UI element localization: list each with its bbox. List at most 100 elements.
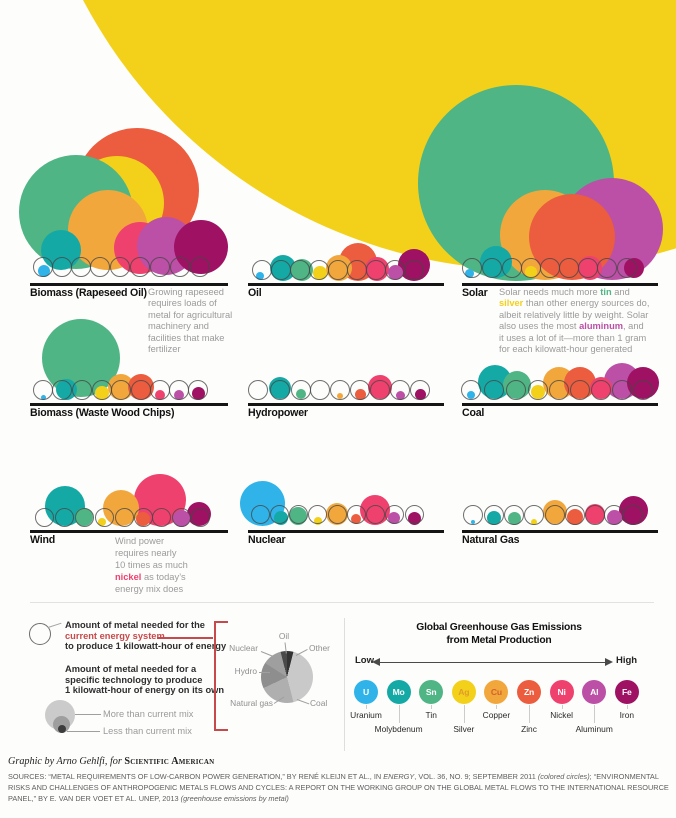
text-segment: ; “ENVIRONMENTAL RISKS AND CHALLENGES OF…	[8, 772, 669, 803]
metal-badge-aluminum: Al	[582, 680, 607, 704]
current-mix-note: Amount of metal needed for the current en…	[65, 620, 226, 652]
oil-baseline-rule	[248, 283, 444, 286]
hydro-leader-line	[259, 672, 270, 673]
nuclear-current-mix-ring-5	[346, 504, 366, 524]
metal-name-zinc: Zinc	[521, 724, 537, 734]
biomass-rapeseed-baseline-rule	[30, 283, 228, 286]
biomass-rapeseed-annotation-line: Growing rapeseed	[148, 287, 232, 298]
solar-annotation-line: Solar needs much more tin and	[499, 287, 649, 298]
credit-line: Graphic by Arno Gehlfi, for Scientific A…	[8, 756, 214, 767]
text-segment: machinery and	[148, 321, 209, 332]
solar-current-mix-ring-1	[482, 258, 502, 278]
nuclear-current-mix-ring-3	[307, 504, 327, 524]
current-mix-red-dash	[157, 637, 213, 639]
solar-current-mix-ring-5	[559, 258, 579, 278]
oil-current-mix-ring-4	[328, 260, 348, 280]
biomass-waste-wood-current-mix-ring-8	[188, 380, 208, 400]
badge-tick-iron	[626, 705, 628, 709]
pie-label-natural-gas: Natural gas	[230, 698, 273, 708]
wind-current-mix-ring-3	[94, 507, 114, 527]
pie-label-nuclear: Nuclear	[229, 643, 258, 653]
metal-name-tin: Tin	[425, 710, 437, 720]
oil-current-mix-ring-1	[271, 260, 291, 280]
credit-segment: Scientific American	[124, 756, 215, 767]
text-segment: metal for agricultural	[148, 309, 233, 320]
biomass-rapeseed-annotation-line: requires loads of	[148, 298, 232, 309]
pie-label-hydro: Hydro	[234, 666, 257, 676]
solar-current-mix-ring-7	[597, 258, 617, 278]
oil-leader-line	[284, 642, 287, 654]
biomass-waste-wood-current-mix-ring-6	[150, 380, 170, 400]
biomass-rapeseed-current-mix-ring-6	[150, 257, 170, 277]
metal-badge-copper: Cu	[484, 680, 509, 704]
text-segment: Solar needs much more	[499, 287, 601, 297]
oil-current-mix-ring-7	[385, 260, 405, 280]
specific-technology-note-line: Amount of metal needed for a	[65, 664, 224, 675]
badge-tick-uranium	[366, 705, 367, 709]
low-label: Low	[355, 655, 374, 666]
wind-current-mix-ring-4	[114, 507, 134, 527]
solar-annotation-line: silver than other energy sources do,	[499, 298, 649, 309]
coal-current-mix-ring-2	[506, 380, 526, 400]
coal-current-mix-ring-1	[484, 380, 504, 400]
biomass-rapeseed-label: Biomass (Rapeseed Oil)	[30, 287, 147, 299]
coal-current-mix-ring-8	[633, 380, 653, 400]
text-segment: and	[611, 287, 630, 297]
coal-current-mix-ring-0	[461, 380, 481, 400]
solar-annotation-line: it uses a lot of it—more than 1 gram	[499, 333, 649, 344]
nuclear-label: Nuclear	[248, 534, 286, 546]
more-leader-line	[75, 714, 101, 715]
metal-name-iron: Iron	[619, 710, 635, 720]
natural-gas-current-mix-ring-5	[565, 505, 585, 525]
pie-label-oil: Oil	[278, 631, 290, 641]
text-segment: facilities that make	[148, 332, 225, 343]
text-segment: than other energy sources do,	[523, 298, 650, 309]
solar-annotation: Solar needs much more tin and silver than…	[499, 287, 649, 355]
current-mix-ring-icon	[29, 623, 51, 645]
biomass-rapeseed-annotation-line: metal for agricultural	[148, 310, 232, 321]
nuclear-current-mix-ring-2	[288, 504, 308, 524]
oil-current-mix-ring-6	[366, 260, 386, 280]
biomass-rapeseed-current-mix-ring-2	[71, 257, 91, 277]
wind-baseline-rule	[30, 530, 228, 533]
metal-badge-uranium: U	[354, 680, 378, 704]
hydropower-current-mix-ring-1	[270, 380, 290, 400]
less-leader-line	[67, 731, 100, 732]
biomass-rapeseed-current-mix-ring-4	[110, 257, 130, 277]
coal-current-mix-ring-6	[591, 380, 611, 400]
text-segment: tin	[600, 287, 612, 297]
biomass-rapeseed-annotation-line: machinery and	[148, 321, 232, 332]
ring-icon-leader-line	[47, 622, 62, 628]
hydropower-current-mix-ring-3	[310, 380, 330, 400]
text-segment: , VOL. 36, NO. 9; SEPTEMBER 2011	[414, 772, 538, 781]
badge-tick-molybdenum	[398, 705, 400, 723]
coal-label: Coal	[462, 407, 485, 419]
pie-label-other: Other	[309, 643, 330, 653]
metal-name-molybdenum: Molybdenum	[374, 724, 423, 734]
natural-gas-current-mix-ring-0	[463, 505, 483, 525]
hydropower-current-mix-ring-4	[330, 380, 350, 400]
biomass-rapeseed-annotation-line: facilities that make	[148, 333, 232, 344]
hydropower-current-mix-ring-8	[410, 380, 430, 400]
text-segment: Wind power	[115, 536, 165, 546]
text-segment: SOURCES: “METAL REQUIREMENTS OF LOW-CARB…	[8, 772, 384, 781]
solar-annotation-line: also uses the most aluminum, and	[499, 321, 649, 332]
hydropower-current-mix-ring-5	[350, 380, 370, 400]
metal-badge-tin: Sn	[419, 680, 444, 704]
nuclear-current-mix-ring-7	[384, 504, 404, 524]
text-segment: to produce 1 kilowatt-hour of energy	[65, 641, 227, 652]
coal-current-mix-ring-3	[528, 380, 548, 400]
text-segment: requires nearly	[115, 548, 177, 558]
biomass-rapeseed-current-mix-ring-8	[190, 257, 210, 277]
metal-name-silver: Silver	[453, 724, 475, 734]
metal-name-aluminum: Aluminum	[575, 724, 613, 734]
less-than-mix-label: Less than current mix	[103, 726, 192, 736]
text-segment: requires loads of	[148, 298, 217, 309]
metal-name-uranium: Uranium	[350, 710, 382, 720]
arrowhead-right-icon	[605, 658, 613, 666]
emissions-title-line1: Global Greenhouse Gas Emissions	[416, 622, 582, 633]
metal-badge-zinc: Zn	[517, 680, 541, 704]
hydropower-label: Hydropower	[248, 407, 308, 419]
text-segment: silver	[499, 298, 524, 309]
